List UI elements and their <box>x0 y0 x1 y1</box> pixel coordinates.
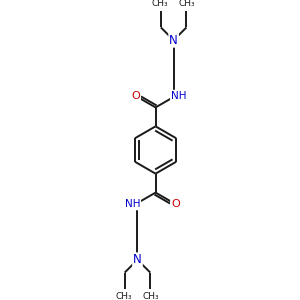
Text: CH₃: CH₃ <box>142 292 159 300</box>
Text: CH₃: CH₃ <box>179 0 195 8</box>
Text: O: O <box>131 91 140 101</box>
Text: N: N <box>169 34 178 47</box>
Text: NH: NH <box>171 91 186 100</box>
Text: N: N <box>133 253 142 266</box>
Text: NH: NH <box>125 200 140 209</box>
Text: CH₃: CH₃ <box>152 0 169 8</box>
Text: CH₃: CH₃ <box>116 292 133 300</box>
Text: O: O <box>171 199 180 209</box>
